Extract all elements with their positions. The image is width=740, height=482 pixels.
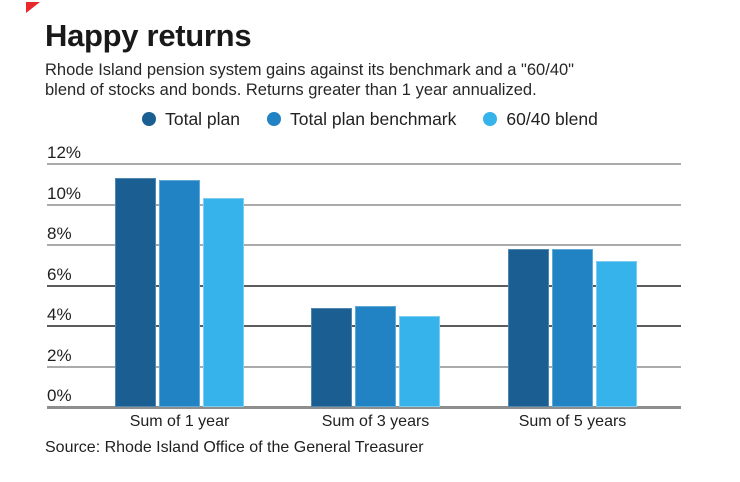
brand-corner-flag-icon [26, 2, 40, 13]
gridline-8pct [47, 244, 681, 246]
chart-title: Happy returns [45, 18, 252, 53]
bar-total-plan-benchmark-sum-of-3-years [355, 306, 396, 407]
bar-total-plan-benchmark-sum-of-1-year [159, 180, 200, 407]
legend-label: Total plan benchmark [290, 108, 457, 129]
bar-60-40-blend-sum-of-3-years [399, 316, 440, 407]
legend-label: 60/40 blend [506, 108, 598, 129]
bar-60-40-blend-sum-of-5-years [596, 261, 637, 407]
y-tick-label-4: 4% [47, 305, 72, 324]
x-tick-label-sum-of-5-years: Sum of 5 years [518, 413, 627, 430]
legend-item-total-plan-benchmark: Total plan benchmark [267, 109, 456, 130]
legend-label: Total plan [165, 108, 241, 129]
y-tick-label-6: 6% [47, 264, 72, 284]
legend-dot-icon [267, 112, 282, 126]
chart-subtitle-line2: blend of stocks and bonds. Returns great… [45, 80, 537, 99]
bar-total-plan-sum-of-1-year [115, 178, 156, 407]
y-tick-label-12: 12% [47, 143, 82, 162]
legend-dot-icon [483, 112, 498, 126]
bar-total-plan-benchmark-sum-of-5-years [552, 249, 593, 407]
gridline-12pct [47, 163, 681, 165]
gridline-10pct [47, 203, 681, 206]
gridline-6pct [47, 284, 681, 287]
x-axis-baseline [47, 406, 681, 409]
y-tick-label-8: 8% [47, 224, 72, 243]
bar-60-40-blend-sum-of-1-year [203, 198, 244, 407]
bar-total-plan-sum-of-5-years [508, 249, 549, 407]
legend: Total plan Total plan benchmark 60/40 blen… [0, 108, 740, 130]
legend-dot-icon [142, 112, 157, 126]
chart-subtitle: Rhode Island pension system gains agains… [45, 61, 715, 100]
source-line: Source: Rhode Island Office of the Gener… [45, 439, 424, 456]
chart-subtitle-line1: Rhode Island pension system gains agains… [45, 61, 575, 79]
y-tick-label-10: 10% [47, 183, 82, 203]
legend-item-total-plan: Total plan [142, 109, 240, 130]
bar-total-plan-sum-of-3-years [311, 308, 352, 407]
y-tick-label-0: 0% [47, 386, 72, 405]
legend-item-60-40-blend: 60/40 blend [483, 108, 598, 130]
x-tick-label-sum-of-3-years: Sum of 3 years [321, 413, 430, 430]
y-tick-label-2: 2% [47, 345, 72, 365]
x-tick-label-sum-of-1-year: Sum of 1 year [129, 413, 230, 430]
